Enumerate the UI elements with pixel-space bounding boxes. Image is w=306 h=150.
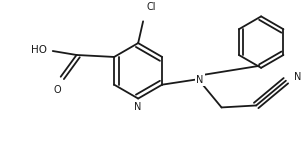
Text: HO: HO [31,45,47,55]
Text: N: N [196,75,203,85]
Text: Cl: Cl [146,2,155,12]
Text: O: O [54,85,62,95]
Text: N: N [294,72,301,82]
Text: N: N [134,102,142,112]
